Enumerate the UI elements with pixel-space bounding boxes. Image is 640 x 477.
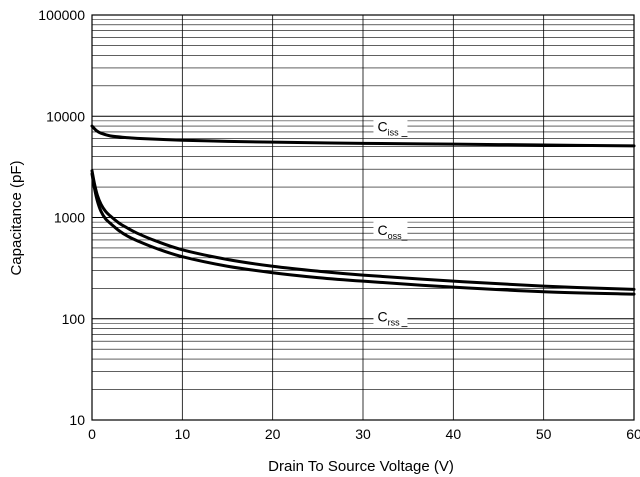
annotation-coss: Coss — [373, 221, 408, 241]
x-tick-labels: 0 10 20 30 40 50 60 — [88, 426, 640, 442]
y-tick-label: 10 — [69, 412, 85, 428]
x-tick-label: 30 — [355, 426, 371, 442]
x-tick-label: 10 — [175, 426, 191, 442]
annotation-background — [373, 117, 408, 135]
plot-frame — [91, 14, 635, 421]
series-annotations: Ciss Coss Crss — [373, 117, 408, 328]
annotation-background — [373, 221, 408, 239]
y-axis-title: Capacitance (pF) — [8, 160, 25, 275]
x-axis-title: Drain To Source Voltage (V) — [268, 458, 454, 475]
y-tick-label: 100000 — [38, 7, 85, 23]
x-tick-label: 20 — [265, 426, 281, 442]
annotation-ciss: Ciss — [373, 117, 408, 137]
annotation-label: Coss — [377, 222, 402, 241]
y-tick-label: 100 — [62, 311, 86, 327]
series-line-ciss — [90, 124, 636, 148]
x-tick-label: 60 — [626, 426, 640, 442]
annotation-label: Crss — [377, 309, 400, 328]
series-curves — [90, 124, 636, 296]
x-tick-label: 40 — [446, 426, 462, 442]
x-tick-label: 0 — [88, 426, 96, 442]
annotation-crss: Crss — [373, 307, 408, 328]
annotation-label: Ciss — [377, 118, 399, 137]
y-tick-label: 10000 — [46, 108, 85, 124]
series-line-crss — [90, 172, 636, 296]
y-tick-label: 1000 — [54, 210, 85, 226]
grid-lines — [91, 15, 635, 421]
x-tick-label: 50 — [536, 426, 552, 442]
series-line-coss — [90, 169, 636, 291]
annotation-background — [373, 307, 408, 325]
y-tick-labels: 10 100 1000 10000 100000 — [38, 7, 85, 428]
